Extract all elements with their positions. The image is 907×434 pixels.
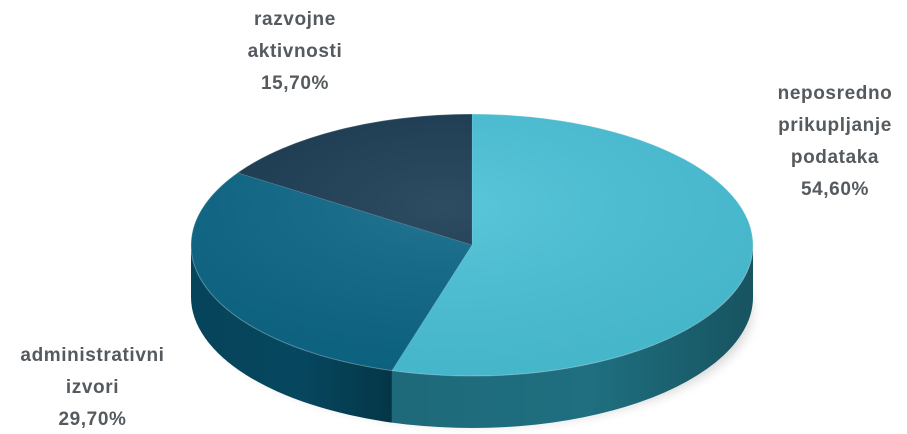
data-label-line: razvojne [254, 9, 336, 30]
data-label-value: 15,70% [260, 73, 330, 94]
data-label-value: 54,60% [800, 179, 870, 200]
data-label-line: neposredno [777, 83, 893, 104]
data-label-razvojne-aktivnosti: razvojne aktivnosti 15,70% [220, 4, 370, 100]
pie-top-highlight [191, 114, 753, 376]
data-label-line: administrativni [20, 345, 165, 366]
data-label-line: prikupljanje [778, 115, 892, 136]
data-label-administrativni-izvori: administrativni izvori 29,70% [0, 340, 185, 434]
data-label-line: podataka [790, 147, 880, 168]
data-label-value: 29,70% [58, 409, 127, 430]
pie-rim [190, 113, 754, 377]
slice-side-administrativni-izvori-shading [191, 245, 392, 423]
data-label-line: izvori [65, 377, 120, 398]
data-label-line: aktivnosti [247, 41, 343, 62]
data-label-neposredno-prikupljanje-podataka: neposredno prikupljanje podataka 54,60% [760, 78, 907, 206]
slice-side-neposredno-prikupljanje-podataka-shading [391, 245, 753, 428]
